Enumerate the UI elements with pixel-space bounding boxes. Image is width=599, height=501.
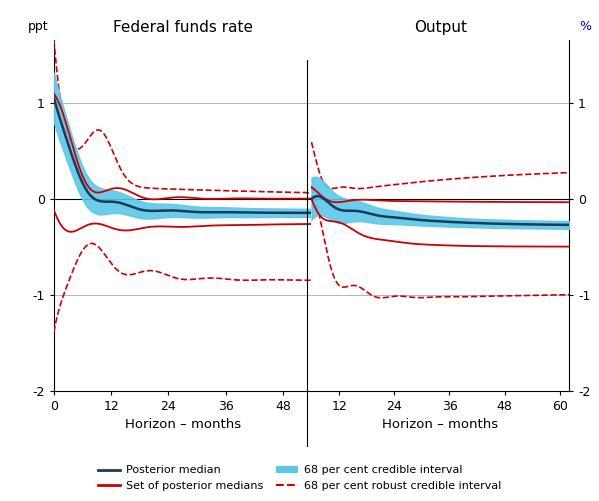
X-axis label: Horizon – months: Horizon – months: [125, 418, 241, 431]
Title: Output: Output: [414, 20, 467, 35]
Text: ppt: ppt: [28, 20, 49, 33]
Legend: Posterior median, Set of posterior medians, 68 per cent credible interval, 68 pe: Posterior median, Set of posterior media…: [93, 461, 506, 495]
Title: Federal funds rate: Federal funds rate: [113, 20, 253, 35]
Text: %: %: [579, 20, 591, 33]
X-axis label: Horizon – months: Horizon – months: [382, 418, 498, 431]
